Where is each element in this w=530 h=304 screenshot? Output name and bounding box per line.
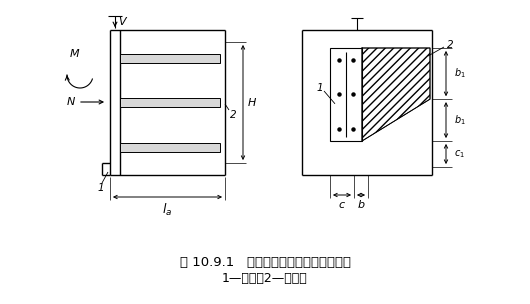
Text: N: N [67,97,75,107]
Text: b: b [357,200,365,210]
Text: M: M [70,49,80,59]
Text: $l_a$: $l_a$ [162,202,173,218]
Polygon shape [362,48,430,141]
Text: 1: 1 [317,83,323,93]
Text: 1—锚板；2—直锚筋: 1—锚板；2—直锚筋 [222,272,308,285]
Bar [120,143,220,152]
Text: V: V [118,17,126,27]
Text: $c_1$: $c_1$ [454,148,465,160]
Text: 2: 2 [447,40,453,50]
Text: H: H [248,98,257,108]
Text: c: c [339,200,345,210]
Bar [330,48,362,141]
Text: 图 10.9.1   由锚板和直锚筋组成的预埋件: 图 10.9.1 由锚板和直锚筋组成的预埋件 [180,256,350,269]
Bar [120,98,220,107]
Bar [120,54,220,63]
Text: $b_1$: $b_1$ [454,113,466,127]
Text: 2: 2 [230,110,236,120]
Text: $b_1$: $b_1$ [454,67,466,81]
Text: 1: 1 [98,183,104,193]
